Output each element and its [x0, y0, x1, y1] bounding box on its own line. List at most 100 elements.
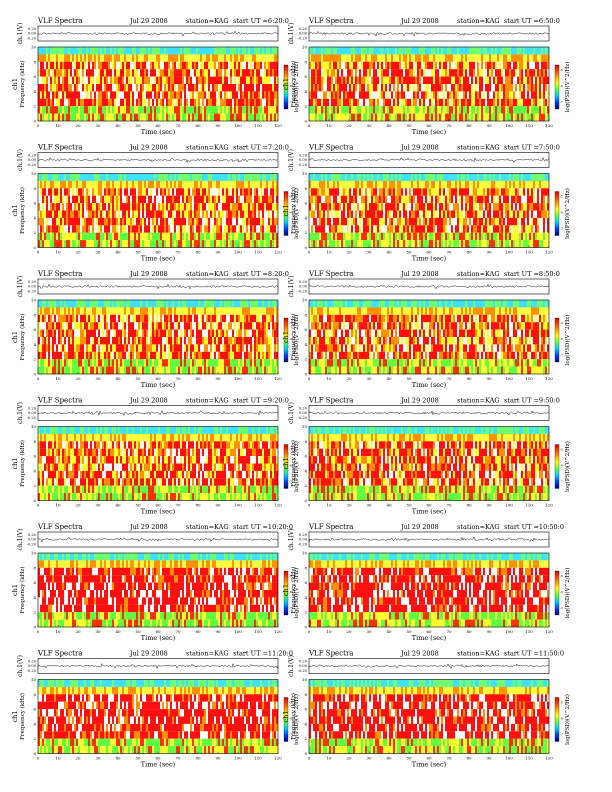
ch-tick: -0.20	[27, 416, 37, 420]
time-tick-label: 10	[55, 123, 61, 128]
ch-tick: 0.20	[299, 660, 308, 664]
time-tick-label: 70	[175, 629, 181, 634]
freq-tick-label: 0	[33, 625, 36, 630]
time-tick-label: 40	[115, 503, 121, 508]
time-axis-label: Time (sec)	[412, 128, 447, 136]
header-title: VLF Spectra	[37, 650, 82, 658]
freq-tick-label: 6	[304, 74, 307, 79]
freq-tick-label: 0	[304, 372, 307, 377]
colorbar-tick: -6	[560, 464, 563, 468]
time-tick-label: 30	[95, 123, 101, 128]
colorbar-tick: -7	[560, 733, 563, 737]
colorbar-tick: -5	[560, 701, 563, 705]
freq-tick-label: 2	[33, 483, 36, 488]
ch-tick: 0.00	[299, 664, 308, 668]
time-tick-label: 120	[274, 250, 282, 255]
freq-tick-label: 6	[33, 580, 36, 585]
colorbar	[554, 191, 560, 236]
header-station: station=KAG	[186, 523, 229, 531]
header-station: station=KAG	[457, 397, 500, 405]
freq-tick-label: 2	[304, 357, 307, 362]
time-tick-label: 80	[195, 250, 201, 255]
time-tick-label: 10	[326, 629, 332, 634]
freq-tick-label: 6	[304, 201, 307, 206]
waveform-trace	[308, 283, 550, 290]
time-tick-label: 120	[545, 376, 553, 381]
time-tick-label: 80	[195, 503, 201, 508]
ch-tick: 0.20	[299, 533, 308, 537]
freq-tick-label: 8	[304, 186, 307, 191]
freq-tick-label: 8	[33, 565, 36, 570]
time-tick-label: 120	[545, 123, 553, 128]
freq-tick-label: 10	[302, 298, 308, 303]
time-tick-label: 100	[505, 503, 513, 508]
time-tick-label: 90	[486, 503, 492, 508]
time-tick-label: 90	[215, 123, 221, 128]
header-date: Jul 29 2008	[129, 144, 168, 152]
colorbar-tick: -6	[289, 464, 292, 468]
colorbar-tick: -5	[289, 68, 292, 72]
header-title: VLF Spectra	[37, 523, 82, 531]
header-date: Jul 29 2008	[129, 17, 168, 25]
time-tick-label: 40	[115, 250, 121, 255]
time-tick-label: 100	[505, 376, 513, 381]
header-station: station=KAG	[457, 144, 500, 152]
spectrogram-cells	[309, 173, 550, 248]
freq-tick-label: 4	[33, 215, 36, 220]
time-tick-label: 80	[466, 756, 472, 761]
time-tick-label: 30	[95, 250, 101, 255]
header-title: VLF Spectra	[308, 397, 353, 405]
colorbar	[554, 317, 560, 363]
ch-axis-label: ch.1(V)	[17, 149, 24, 171]
colorbar-tick: -5	[560, 321, 563, 325]
spectrogram-cells	[38, 173, 279, 248]
freq-tick-label: 0	[33, 245, 36, 250]
time-tick-label: 0	[37, 376, 40, 381]
header-title: VLF Spectra	[37, 144, 82, 152]
time-tick-label: 60	[426, 756, 432, 761]
colorbar-tick: -5	[289, 448, 292, 452]
waveform-trace	[37, 283, 279, 290]
freq-axis-label: Frequency (kHz)	[290, 440, 297, 487]
colorbar-tick: -6	[560, 717, 563, 721]
time-tick-label: 0	[308, 756, 311, 761]
time-tick-label: 30	[366, 376, 372, 381]
freq-axis-label-top: ch1	[282, 331, 290, 343]
time-tick-label: 30	[366, 123, 372, 128]
time-tick-label: 10	[326, 376, 332, 381]
header-station: station=KAG	[457, 17, 500, 25]
freq-tick-label: 10	[302, 551, 308, 556]
colorbar-tick: -6	[560, 211, 563, 215]
freq-tick-label: 2	[33, 736, 36, 741]
header-title: VLF Spectra	[308, 270, 353, 278]
ch-tick: 0.20	[299, 154, 308, 158]
spectrogram-cells	[309, 679, 550, 754]
freq-axis-label: Frequency (kHz)	[290, 187, 297, 234]
freq-tick-label: 2	[33, 230, 36, 235]
freq-axis-label: Frequency (kHz)	[19, 693, 26, 740]
time-tick-label: 10	[55, 376, 61, 381]
freq-tick-label: 4	[304, 89, 307, 94]
time-tick-label: 50	[406, 756, 412, 761]
time-tick-label: 80	[195, 756, 201, 761]
colorbar-tick: -5	[289, 574, 292, 578]
colorbar-label: log(PSD)(V^2/Hz)	[564, 188, 571, 239]
freq-tick-label: 6	[304, 580, 307, 585]
freq-tick-label: 8	[33, 186, 36, 191]
waveform-trace	[37, 663, 279, 669]
colorbar	[283, 570, 289, 616]
freq-axis-label: Frequency (kHz)	[290, 567, 297, 614]
spectrogram-cells	[309, 47, 550, 122]
freq-axis-label-top: ch1	[11, 584, 19, 596]
time-tick-label: 20	[75, 503, 81, 508]
colorbar	[283, 64, 289, 110]
colorbar-tick: -6	[289, 211, 292, 215]
time-tick-label: 100	[505, 250, 513, 255]
spectrogram-panel-1: VLF Spectra Jul 29 2008 station=KAG start U…	[11, 17, 300, 136]
time-tick-label: 40	[386, 756, 392, 761]
time-tick-label: 100	[234, 123, 242, 128]
time-tick-label: 100	[234, 503, 242, 508]
spectrogram-cells	[38, 426, 279, 501]
timeseries-frame	[308, 152, 550, 168]
